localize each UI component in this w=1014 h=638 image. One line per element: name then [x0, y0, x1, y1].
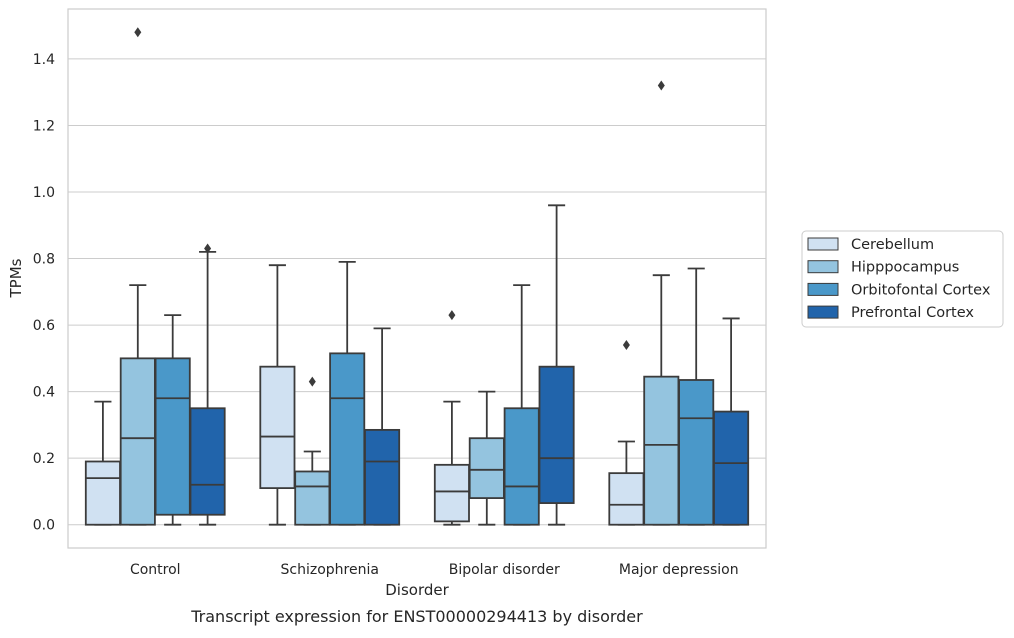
- outlier-point: [622, 340, 630, 351]
- box-iqr: [433, 463, 470, 523]
- plot-frame: [67, 8, 767, 549]
- x-tick-label: Major depression: [619, 562, 739, 578]
- box-orbitofontal-cortex: [678, 267, 715, 526]
- box-iqr: [329, 352, 366, 526]
- y-tick-label: 1.2: [33, 118, 55, 134]
- outlier-point: [657, 80, 665, 91]
- legend-frame: [801, 230, 1004, 328]
- legend-swatch: [807, 305, 839, 319]
- box-orbitofontal-cortex: [503, 284, 540, 526]
- y-axis-ticks: 0.0 0.2 0.4 0.6 0.8 1.0 1.2 1.4: [33, 52, 55, 534]
- box-hipppocampus: [119, 27, 156, 526]
- legend-swatch: [807, 282, 839, 296]
- x-axis-ticks: Control Schizophrenia Bipolar disorder Majo…: [130, 562, 739, 578]
- y-tick-label: 0.6: [33, 318, 55, 334]
- box-cerebellum: [84, 400, 121, 526]
- y-tick-label: 0.0: [33, 518, 55, 534]
- x-tick-label: Bipolar disorder: [449, 562, 560, 578]
- box-iqr: [189, 407, 226, 516]
- y-tick-label: 0.4: [33, 385, 55, 401]
- box-iqr: [259, 365, 296, 490]
- x-tick-label: Schizophrenia: [281, 562, 379, 578]
- box-iqr: [503, 407, 540, 526]
- y-tick-label: 1.4: [33, 52, 55, 68]
- box-prefrontal-cortex: [364, 327, 401, 526]
- box-iqr: [608, 472, 645, 526]
- box-iqr: [294, 470, 331, 526]
- box-prefrontal-cortex: [713, 317, 750, 526]
- box-iqr: [364, 428, 401, 526]
- box-iqr: [84, 460, 121, 526]
- box-cerebellum: [608, 340, 645, 526]
- box-prefrontal-cortex: [538, 204, 575, 526]
- box-hipppocampus: [294, 376, 331, 526]
- legend-items: Cerebellum Hipppocampus Orbitofontal Corte…: [807, 237, 991, 321]
- y-tick-label: 0.2: [33, 451, 55, 467]
- legend-label: Hipppocampus: [851, 260, 959, 276]
- outlier-point: [204, 243, 212, 254]
- y-tick-label: 1.0: [33, 185, 55, 201]
- box-iqr: [119, 357, 156, 526]
- legend: Cerebellum Hipppocampus Orbitofontal Corte…: [801, 230, 1004, 328]
- box-series-group: [84, 27, 750, 526]
- x-axis-label: Disorder: [385, 581, 449, 599]
- outlier-point: [308, 376, 316, 387]
- legend-label: Cerebellum: [851, 237, 934, 253]
- box-iqr: [713, 410, 750, 526]
- legend-label: Orbitofontal Cortex: [851, 282, 991, 298]
- outlier-point: [134, 27, 142, 38]
- box-cerebellum: [259, 264, 296, 526]
- box-iqr: [643, 375, 680, 526]
- y-tick-label: 0.8: [33, 252, 55, 268]
- legend-swatch: [807, 237, 839, 251]
- box-iqr: [154, 357, 191, 516]
- box-cerebellum: [433, 310, 470, 526]
- box-iqr: [678, 379, 715, 526]
- box-iqr: [538, 365, 575, 504]
- x-tick-label: Control: [130, 562, 181, 578]
- legend-label: Prefrontal Cortex: [851, 305, 974, 321]
- box-orbitofontal-cortex: [154, 314, 191, 526]
- box-hipppocampus: [643, 80, 680, 526]
- box-iqr: [468, 437, 505, 499]
- legend-swatch: [807, 260, 839, 274]
- chart-caption: Transcript expression for ENST0000029441…: [190, 607, 643, 626]
- outlier-point: [448, 310, 456, 321]
- box-prefrontal-cortex: [189, 243, 226, 526]
- box-orbitofontal-cortex: [329, 260, 366, 526]
- y-axis-label: TPMs: [7, 258, 25, 298]
- box-hipppocampus: [468, 390, 505, 526]
